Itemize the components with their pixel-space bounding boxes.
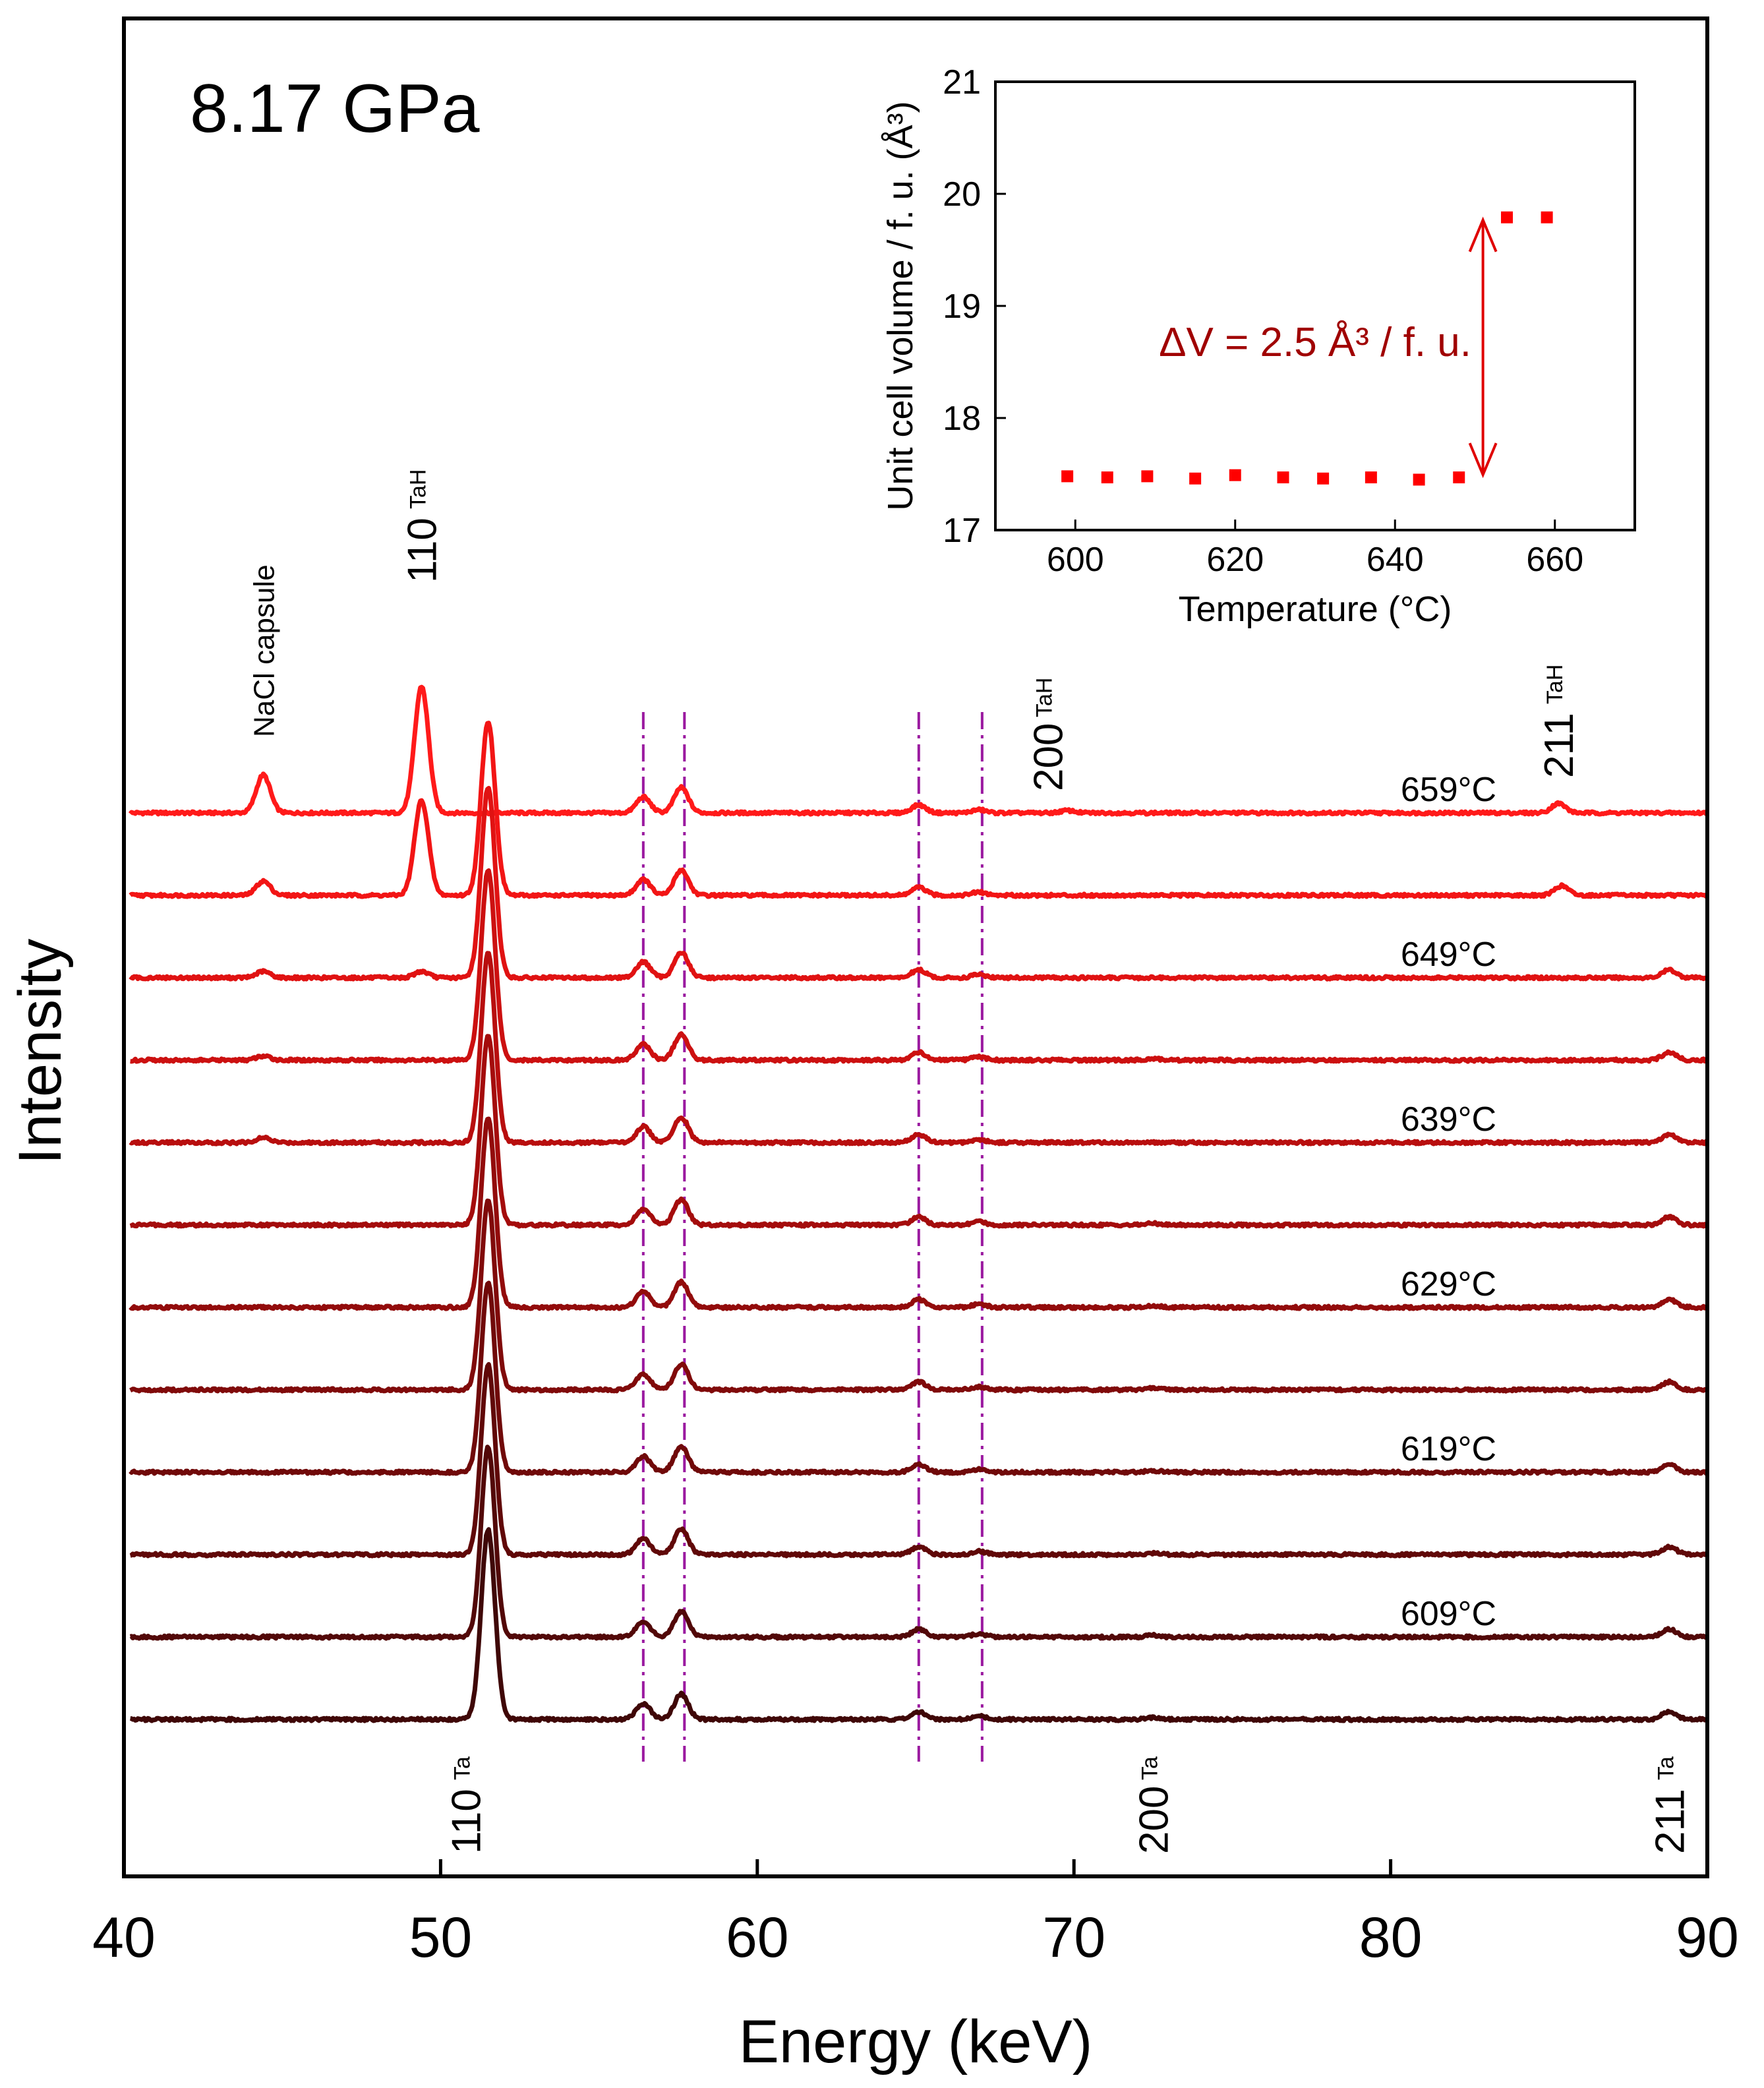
temperature-label: 629°C (1401, 1265, 1496, 1303)
arrow-head-down (1468, 442, 1498, 479)
pressure-title: 8.17 GPa (190, 71, 480, 147)
inset-x-tick-label: 660 (1526, 541, 1583, 579)
taH-110-phase: TaH (406, 469, 431, 509)
inset-data-point (1365, 471, 1377, 484)
temperature-label: 639°C (1401, 1100, 1496, 1139)
ta-110-phase: Ta (450, 1756, 475, 1780)
taH-200-label: 200 TaH (1026, 678, 1072, 791)
ta-110-label: 110 Ta (444, 1756, 489, 1854)
inset-y-tick-label: 21 (943, 63, 981, 102)
x-tick-label: 80 (1359, 1906, 1423, 1969)
inset-y-tick-label: 20 (943, 175, 981, 214)
spectrum-line (129, 868, 1709, 1064)
spectrum-line (129, 1034, 1709, 1229)
inset-data-points (1061, 211, 1553, 486)
temperature-labels: 659°C 649°C 639°C 629°C 619°C 609°C (1401, 771, 1496, 1633)
arrow-head-up (1468, 216, 1498, 253)
inset-data-point (1541, 211, 1553, 224)
spectrum-line (129, 1527, 1709, 1723)
inset-x-tick-label: 600 (1047, 541, 1104, 579)
nacl-capsule-label: NaCl capsule (248, 564, 280, 737)
inset-data-point (1501, 211, 1513, 224)
inset-x-axis-label: Temperature (°C) (1179, 589, 1452, 629)
x-tick-label: 40 (92, 1906, 156, 1969)
spectrum-line (129, 1445, 1709, 1641)
inset-data-point (1141, 470, 1154, 483)
x-axis-label: Energy (keV) (739, 2008, 1093, 2075)
ta-110-hkl: 110 (444, 1789, 489, 1854)
taH-211-hkl: 211 (1537, 713, 1582, 778)
inset-data-point (1101, 471, 1113, 484)
ta-211-hkl: 211 (1647, 1789, 1693, 1854)
spectrum-line (129, 1280, 1709, 1476)
temperature-label: 649°C (1401, 936, 1496, 974)
ta-200-label: 200 Ta (1131, 1756, 1177, 1854)
inset-data-point (1229, 469, 1241, 481)
main-plot-frame (122, 16, 1709, 1878)
ta-211-phase: Ta (1653, 1756, 1678, 1780)
x-tick-label: 50 (409, 1906, 473, 1969)
x-tick-label: 60 (726, 1906, 789, 1969)
main-plot: 659°C 649°C 639°C 629°C 619°C 609°C NaCl caps… (7, 16, 1739, 2075)
x-tick-label: 70 (1042, 1906, 1105, 1969)
x-tick-label: 90 (1676, 1906, 1739, 1969)
inset-data-point (1061, 470, 1074, 483)
volume-change-annotation: ΔV = 2.5 Å³ / f. u. (1159, 320, 1471, 365)
inset-x-tick-label: 620 (1206, 541, 1264, 579)
inset-data-point (1413, 473, 1425, 486)
spectrum-line (129, 786, 1709, 982)
spectrum-line (129, 1198, 1709, 1394)
inset-y-tick-label: 18 (943, 400, 981, 438)
taH-200-hkl: 200 (1026, 723, 1072, 791)
ta-200-phase: Ta (1137, 1756, 1162, 1780)
taH-211-phase: TaH (1543, 665, 1568, 704)
inset-y-tick-label: 17 (943, 512, 981, 550)
spectrum-line (128, 684, 1709, 817)
temperature-label: 609°C (1401, 1595, 1496, 1633)
taH-110-hkl: 110 (400, 518, 446, 583)
inset-y-tick-label: 19 (943, 287, 981, 326)
inset-data-point (1277, 471, 1289, 484)
spectrum-line (129, 1116, 1709, 1311)
temperature-label: 619°C (1401, 1430, 1496, 1468)
inset-plot: ΔV = 2.5 Å³ / f. u. 600 620 640 660 17 18 19 20… (881, 63, 1636, 629)
inset-y-axis-label: Unit cell volume / f. u. (Å³) (881, 101, 920, 510)
spectrum-line (129, 951, 1709, 1147)
taH-211-label: 211 TaH (1537, 665, 1582, 778)
spectra (128, 684, 1709, 1723)
inset-background (995, 82, 1635, 530)
temperature-label: 659°C (1401, 771, 1496, 809)
inset-data-point (1189, 472, 1202, 485)
x-axis-ticks: 40 50 60 70 80 90 (92, 1859, 1739, 1969)
spectrum-line (129, 721, 1709, 899)
taH-200-phase: TaH (1032, 678, 1057, 717)
inset-x-tick-label: 640 (1367, 541, 1424, 579)
spectrum-line (129, 1361, 1709, 1559)
inset-data-point (1317, 472, 1330, 485)
ta-200-hkl: 200 (1131, 1786, 1177, 1854)
taH-110-label: 110 TaH (400, 469, 446, 583)
y-axis-label: Intensity (7, 939, 74, 1165)
inset-axis-ticks: 600 620 640 660 17 18 19 20 21 (943, 63, 1583, 579)
inset-data-point (1453, 471, 1465, 484)
volume-change-arrow (1468, 216, 1498, 479)
peak-labels: NaCl capsule 110 TaH 200 TaH 211 TaH 110… (248, 469, 1693, 1854)
ta-211-label: 211 Ta (1647, 1756, 1693, 1854)
